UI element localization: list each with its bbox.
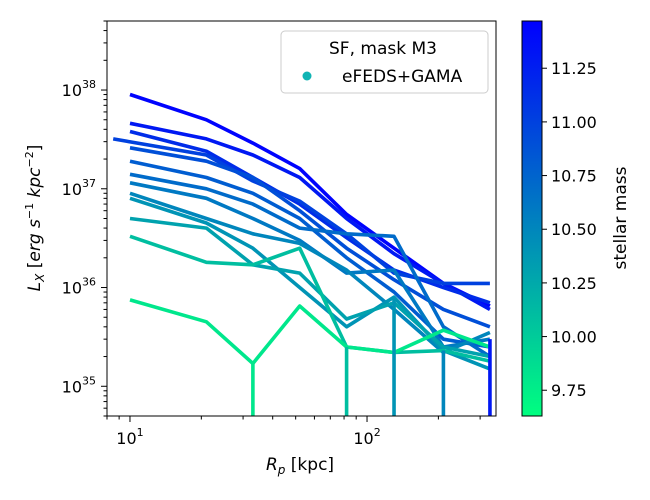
series-line	[129, 298, 491, 366]
colorbar-tick-label: 10.50	[551, 220, 597, 239]
y-tick-label: 1035	[62, 374, 96, 396]
colorbar-tick-label: 10.00	[551, 328, 597, 347]
legend-entry-label: eFEDS+GAMA	[342, 67, 463, 87]
series-line	[129, 172, 491, 359]
y-tick-label: 1036	[62, 276, 96, 298]
legend-marker	[302, 71, 312, 81]
y-axis-label: LX [erg s−1 kpc−2]	[23, 145, 47, 292]
colorbar-tick-label: 11.00	[551, 113, 597, 132]
colorbar-tick-label: 9.75	[551, 381, 587, 400]
colorbar	[521, 20, 543, 417]
series-line	[129, 191, 491, 355]
colorbar-tick-label: 10.75	[551, 167, 597, 186]
x-axis-label: Rp [kpc]	[266, 455, 334, 477]
x-tick-label: 101	[116, 426, 143, 448]
series-line	[129, 234, 491, 363]
legend-box	[280, 30, 489, 94]
series-line	[129, 121, 491, 311]
ticks-layer: 101 102 1035 1036 1037 1038	[62, 20, 481, 448]
series-line	[129, 129, 491, 305]
colorbar-tick-label: 10.25	[551, 274, 597, 293]
y-tick-label: 1037	[62, 177, 96, 199]
x-tick-label: 102	[353, 426, 380, 448]
colorbar-label: stellar mass	[611, 166, 631, 269]
y-tick-label: 1038	[62, 78, 96, 100]
series-line	[112, 137, 490, 286]
series-layer	[112, 92, 492, 416]
legend-title: SF, mask M3	[329, 39, 437, 59]
legend: SF, mask M3 eFEDS+GAMA	[280, 30, 489, 94]
colorbar-tick-label: 11.25	[551, 59, 597, 78]
colorbar-ticks: 9.75 10.00 10.25 10.50 10.75 11.00 11.25	[542, 59, 597, 400]
